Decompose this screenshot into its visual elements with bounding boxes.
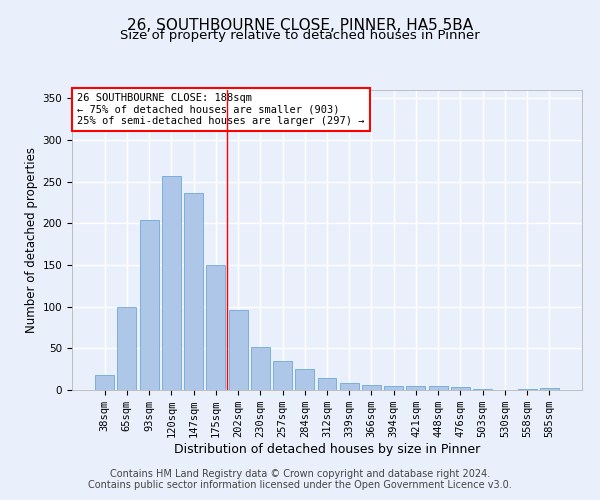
Bar bbox=[140, 220, 158, 390]
Y-axis label: Number of detached properties: Number of detached properties bbox=[25, 147, 38, 333]
Bar bbox=[518, 389, 536, 390]
Bar bbox=[118, 306, 136, 390]
Bar bbox=[362, 385, 381, 390]
Bar bbox=[229, 310, 248, 390]
Bar bbox=[406, 386, 425, 390]
Bar bbox=[206, 265, 225, 390]
Text: Size of property relative to detached houses in Pinner: Size of property relative to detached ho… bbox=[120, 29, 480, 42]
Bar bbox=[384, 386, 403, 390]
Bar bbox=[340, 384, 359, 390]
Bar bbox=[95, 375, 114, 390]
Text: Contains public sector information licensed under the Open Government Licence v3: Contains public sector information licen… bbox=[88, 480, 512, 490]
Bar bbox=[184, 192, 203, 390]
Text: Contains HM Land Registry data © Crown copyright and database right 2024.: Contains HM Land Registry data © Crown c… bbox=[110, 469, 490, 479]
Bar bbox=[273, 361, 292, 390]
Bar bbox=[473, 389, 492, 390]
Bar bbox=[451, 386, 470, 390]
Text: 26, SOUTHBOURNE CLOSE, PINNER, HA5 5BA: 26, SOUTHBOURNE CLOSE, PINNER, HA5 5BA bbox=[127, 18, 473, 32]
Bar bbox=[295, 369, 314, 390]
Bar bbox=[429, 386, 448, 390]
Text: 26 SOUTHBOURNE CLOSE: 188sqm
← 75% of detached houses are smaller (903)
25% of s: 26 SOUTHBOURNE CLOSE: 188sqm ← 75% of de… bbox=[77, 93, 365, 126]
Bar bbox=[251, 346, 270, 390]
Bar bbox=[317, 378, 337, 390]
Bar bbox=[540, 388, 559, 390]
X-axis label: Distribution of detached houses by size in Pinner: Distribution of detached houses by size … bbox=[174, 443, 480, 456]
Bar bbox=[162, 176, 181, 390]
